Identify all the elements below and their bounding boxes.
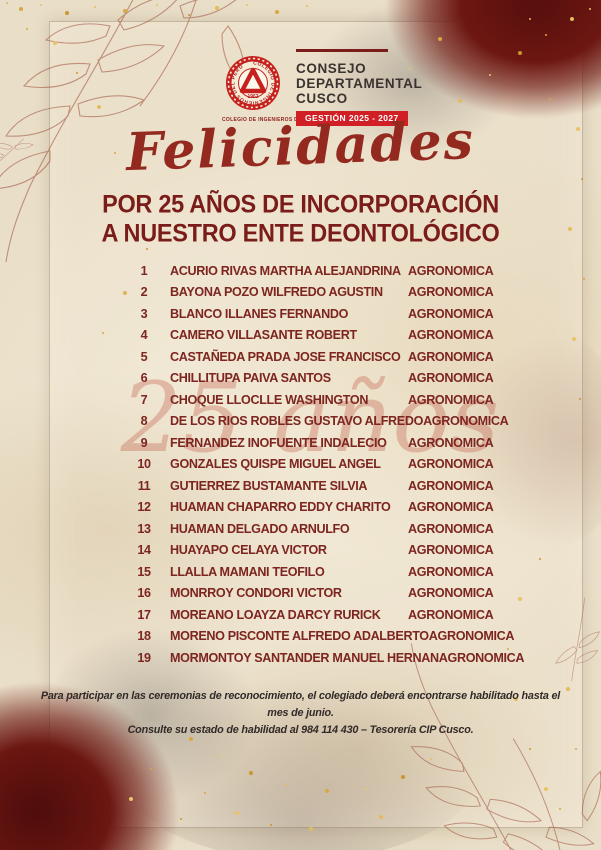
list-item: 8 DE LOS RIOS ROBLES GUSTAVO ALFREDO AGR… [118,411,509,433]
header-rule [296,49,388,52]
list-item: 15 LLALLA MAMANI TEOFILO AGRONOMICA [118,561,494,583]
seal-year: 1962 [247,94,258,100]
member-specialty: AGRONOMICA [408,328,494,343]
member-specialty: AGRONOMICA [408,543,494,558]
member-specialty: AGRONOMICA [428,629,515,644]
member-name: HUAMAN CHAPARRO EDDY CHARITO [170,500,391,515]
list-item: 10 GONZALES QUISPE MIGUEL ANGEL AGRONOMI… [118,454,494,476]
member-specialty: AGRONOMICA [438,650,525,665]
list-item: 19 MORMONTOY SANTANDER MANUEL HERNAN AGR… [118,647,524,669]
list-item: 6 CHILLITUPA PAIVA SANTOS AGRONOMICA [118,368,494,390]
member-name: MORMONTOY SANTANDER MANUEL HERNAN [170,650,439,665]
row-number: 9 [140,435,148,450]
member-specialty: AGRONOMICA [423,414,509,429]
member-specialty: AGRONOMICA [408,371,494,386]
list-item: 13 HUAMAN DELGADO ARNULFO AGRONOMICA [118,518,494,540]
list-item: 2 BAYONA POZO WILFREDO AGUSTIN AGRONOMIC… [118,282,494,304]
member-specialty: AGRONOMICA [408,564,494,579]
subtitle-line-2: A NUESTRO ENTE DEONTOLÓGICO [101,219,500,248]
member-name: MORENO PISCONTE ALFREDO ADALBERTO [170,629,429,644]
cip-triangle-icon [239,67,267,94]
footer-note: Para participar en las ceremonias de rec… [30,688,571,739]
member-name: CHILLITUPA PAIVA SANTOS [170,371,331,386]
member-name: FERNANDEZ INOFUENTE INDALECIO [170,435,387,450]
list-item: 7 CHOQUE LLOCLLE WASHINGTON AGRONOMICA [118,389,494,411]
row-number: 11 [137,478,151,493]
member-name: ACURIO RIVAS MARTHA ALEJANDRINA [170,263,401,278]
member-specialty: AGRONOMICA [408,263,494,278]
list-item: 5 CASTAÑEDA PRADA JOSE FRANCISCO AGRONOM… [118,346,494,368]
member-name: CHOQUE LLOCLLE WASHINGTON [170,392,369,407]
member-name: GUTIERREZ BUSTAMANTE SILVIA [170,478,368,493]
member-specialty: AGRONOMICA [408,435,494,450]
subtitle: POR 25 AÑOS DE INCORPORACIÓN A NUESTRO E… [0,190,601,249]
member-name: LLALLA MAMANI TEOFILO [170,564,325,579]
row-number: 6 [140,371,148,386]
row-number: 5 [140,349,148,364]
council-line-1: CONSEJO [296,61,367,76]
member-specialty: AGRONOMICA [408,285,494,300]
row-number: 17 [137,607,151,622]
member-name: BAYONA POZO WILFREDO AGUSTIN [170,285,383,300]
row-number: 12 [137,500,151,515]
list-item: 18 MORENO PISCONTE ALFREDO ADALBERTO AGR… [118,626,514,648]
members-list: 1 ACURIO RIVAS MARTHA ALEJANDRINA AGRONO… [118,260,524,669]
member-name: HUAYAPO CELAYA VICTOR [170,543,327,558]
member-specialty: AGRONOMICA [408,500,494,515]
member-specialty: AGRONOMICA [408,457,494,472]
row-number: 4 [140,328,148,343]
row-number: 2 [140,285,148,300]
row-number: 15 [137,564,151,579]
member-name: MOREANO LOAYZA DARCY RURICK [170,607,381,622]
row-number: 18 [137,629,151,644]
footer-line-1: Para participar en las ceremonias de rec… [40,690,561,719]
member-specialty: AGRONOMICA [408,349,494,364]
row-number: 10 [137,457,151,472]
list-item: 16 MONRROY CONDORI VICTOR AGRONOMICA [118,583,494,605]
row-number: 7 [140,392,148,407]
member-name: MONRROY CONDORI VICTOR [170,586,342,601]
row-number: 3 [140,306,148,321]
row-number: 14 [137,543,151,558]
row-number: 8 [140,414,148,429]
gold-glitter [6,2,8,4]
member-specialty: AGRONOMICA [408,521,494,536]
org-name-small: COLEGIO DE INGENIEROS DEL PERU [222,117,322,123]
row-number: 13 [137,521,151,536]
footer-line-2: Consulte su estado de habilidad al 984 1… [127,724,474,736]
council-line-2: DEPARTAMENTAL [296,76,423,92]
list-item: 4 CAMERO VILLASANTE ROBERT AGRONOMICA [118,325,494,347]
list-item: 3 BLANCO ILLANES FERNANDO AGRONOMICA [118,303,494,325]
row-number: 19 [137,650,151,665]
subtitle-line-1: POR 25 AÑOS DE INCORPORACIÓN [102,189,499,218]
row-number: 16 [137,586,151,601]
cip-seal-icon: COLEGIO DE INGENIEROS DEL PERU 1962 [226,56,280,110]
member-name: CASTAÑEDA PRADA JOSE FRANCISCO [170,349,401,364]
member-name: GONZALES QUISPE MIGUEL ANGEL [170,457,381,472]
member-specialty: AGRONOMICA [408,392,494,407]
list-item: 14 HUAYAPO CELAYA VICTOR AGRONOMICA [118,540,494,562]
member-specialty: AGRONOMICA [408,586,494,601]
list-item: 17 MOREANO LOAYZA DARCY RURICK AGRONOMIC… [118,604,494,626]
list-item: 9 FERNANDEZ INOFUENTE INDALECIO AGRONOMI… [118,432,494,454]
member-name: HUAMAN DELGADO ARNULFO [170,521,350,536]
list-item: 12 HUAMAN CHAPARRO EDDY CHARITO AGRONOMI… [118,497,494,519]
cip-logo-block: COLEGIO DE INGENIEROS DEL PERU 1962 COLE… [222,55,322,123]
list-item: 1 ACURIO RIVAS MARTHA ALEJANDRINA AGRONO… [118,260,494,282]
row-number: 1 [140,263,148,278]
member-specialty: AGRONOMICA [408,607,494,622]
member-specialty: AGRONOMICA [408,306,494,321]
gold-glitter [589,8,591,10]
member-specialty: AGRONOMICA [408,478,494,493]
member-name: DE LOS RIOS ROBLES GUSTAVO ALFREDO [170,414,424,429]
member-name: BLANCO ILLANES FERNANDO [170,306,349,321]
member-name: CAMERO VILLASANTE ROBERT [170,328,357,343]
list-item: 11 GUTIERREZ BUSTAMANTE SILVIA AGRONOMIC… [118,475,494,497]
council-line-3: CUSCO [296,91,348,107]
